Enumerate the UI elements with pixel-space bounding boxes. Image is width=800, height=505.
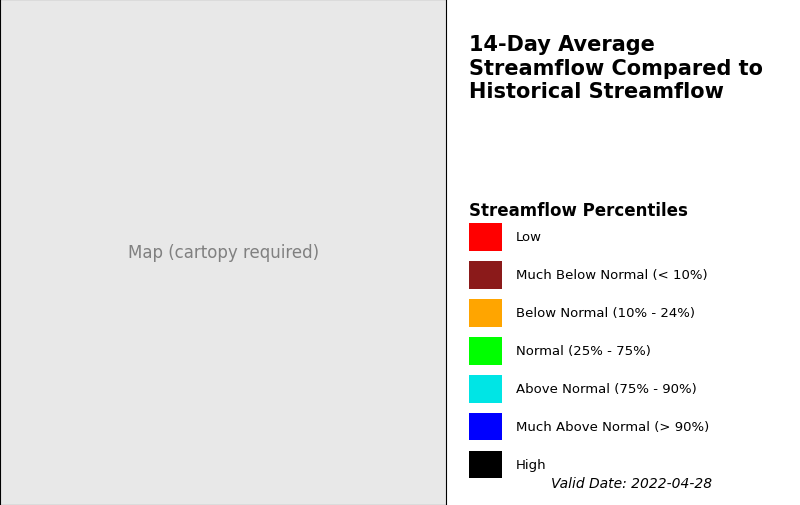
FancyBboxPatch shape — [469, 337, 502, 365]
Text: Streamflow Percentiles: Streamflow Percentiles — [469, 202, 687, 220]
FancyBboxPatch shape — [469, 299, 502, 327]
FancyBboxPatch shape — [469, 413, 502, 440]
FancyBboxPatch shape — [469, 450, 502, 478]
Text: Above Normal (75% - 90%): Above Normal (75% - 90%) — [516, 382, 697, 395]
Text: Below Normal (10% - 24%): Below Normal (10% - 24%) — [516, 307, 695, 320]
Text: Map (cartopy required): Map (cartopy required) — [127, 243, 318, 262]
FancyBboxPatch shape — [469, 262, 502, 289]
FancyBboxPatch shape — [469, 223, 502, 251]
Text: Much Above Normal (> 90%): Much Above Normal (> 90%) — [516, 420, 710, 433]
Text: High: High — [516, 458, 546, 471]
Text: Normal (25% - 75%): Normal (25% - 75%) — [516, 344, 651, 358]
Text: 14-Day Average
Streamflow Compared to
Historical Streamflow: 14-Day Average Streamflow Compared to Hi… — [469, 35, 762, 102]
Text: Valid Date: 2022-04-28: Valid Date: 2022-04-28 — [550, 476, 712, 490]
Text: Much Below Normal (< 10%): Much Below Normal (< 10%) — [516, 269, 708, 282]
FancyBboxPatch shape — [469, 375, 502, 403]
Text: Low: Low — [516, 231, 542, 244]
